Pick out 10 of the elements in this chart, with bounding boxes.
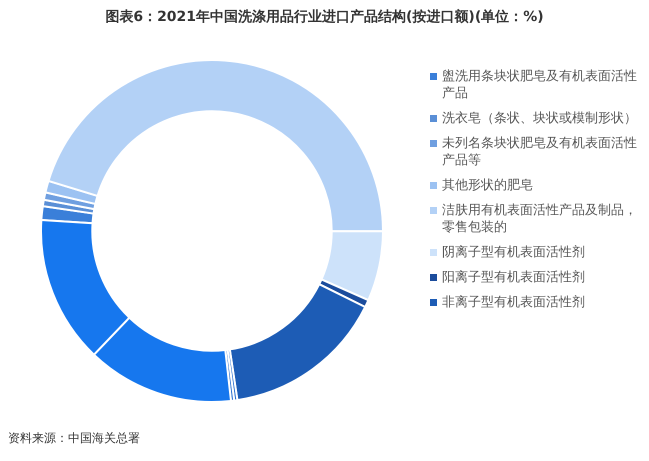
text: 资料来源：中国海关总署	[8, 430, 140, 447]
legend-label: 未列名条块状肥皂及有机表面活性产品等	[442, 135, 638, 169]
legend-label: 非离子型有机表面活性剂	[442, 294, 585, 311]
legend-label: 其他形状的肥皂	[442, 177, 533, 194]
legend-label: 阳离子型有机表面活性剂	[442, 269, 585, 286]
legend-label: 洁肤用有机表面活性产品及制品，零售包装的	[442, 202, 638, 236]
legend-label: 阴离子型有机表面活性剂	[442, 244, 585, 261]
legend-label: 盥洗用条块状肥皂及有机表面活性产品	[442, 68, 638, 102]
legend-label: 洗衣皂（条状、块状或模制形状）	[442, 110, 637, 127]
chart-title: 图表6：2021年中国洗涤用品行业进口产品结构(按进口额)(单位：%)	[104, 8, 545, 26]
